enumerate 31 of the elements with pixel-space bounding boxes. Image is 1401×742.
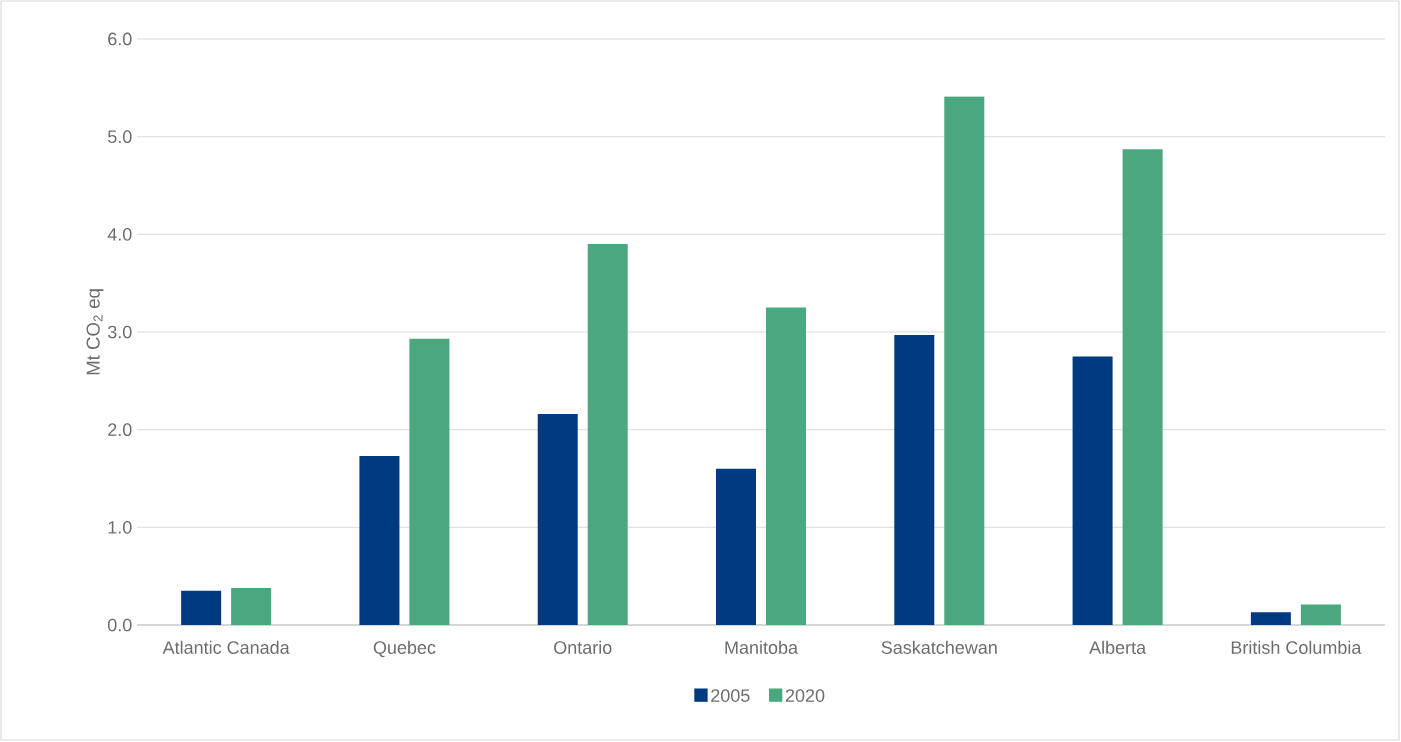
x-tick-label: British Columbia <box>1231 640 1362 654</box>
y-tick-label: 4.0 <box>107 227 132 241</box>
bar <box>716 468 757 625</box>
bar <box>766 307 807 625</box>
legend-label: 2005 <box>711 689 750 702</box>
bar <box>181 590 222 625</box>
x-tick-label: Quebec <box>373 640 436 658</box>
y-tick-label: 1.0 <box>108 520 132 534</box>
bar <box>944 96 985 625</box>
bar <box>1122 149 1163 625</box>
y-tick-label: 5.0 <box>107 130 132 144</box>
bar <box>1072 356 1113 625</box>
bar <box>359 456 400 625</box>
y-axis-title: Mt CO$_{2}$ eq <box>86 289 104 375</box>
x-tick-label: Alberta <box>1089 640 1147 654</box>
y-tick-label: 6.0 <box>108 32 132 46</box>
bar <box>894 334 935 625</box>
legend-label: 2020 <box>785 689 825 702</box>
bar <box>1300 604 1341 625</box>
bar <box>587 244 628 625</box>
x-tick-label: Atlantic Canada <box>162 640 290 654</box>
bar <box>1250 612 1291 625</box>
x-tick-label: Manitoba <box>725 640 799 654</box>
y-tick-label: 0.0 <box>107 618 132 632</box>
x-tick-label: Saskatchewan <box>881 640 997 654</box>
x-tick-label: Ontario <box>554 640 612 654</box>
bar <box>231 587 272 625</box>
bar <box>537 414 578 625</box>
y-tick-label: 2.0 <box>108 423 132 437</box>
y-tick-label: 3.0 <box>107 325 132 339</box>
bar <box>409 338 450 625</box>
